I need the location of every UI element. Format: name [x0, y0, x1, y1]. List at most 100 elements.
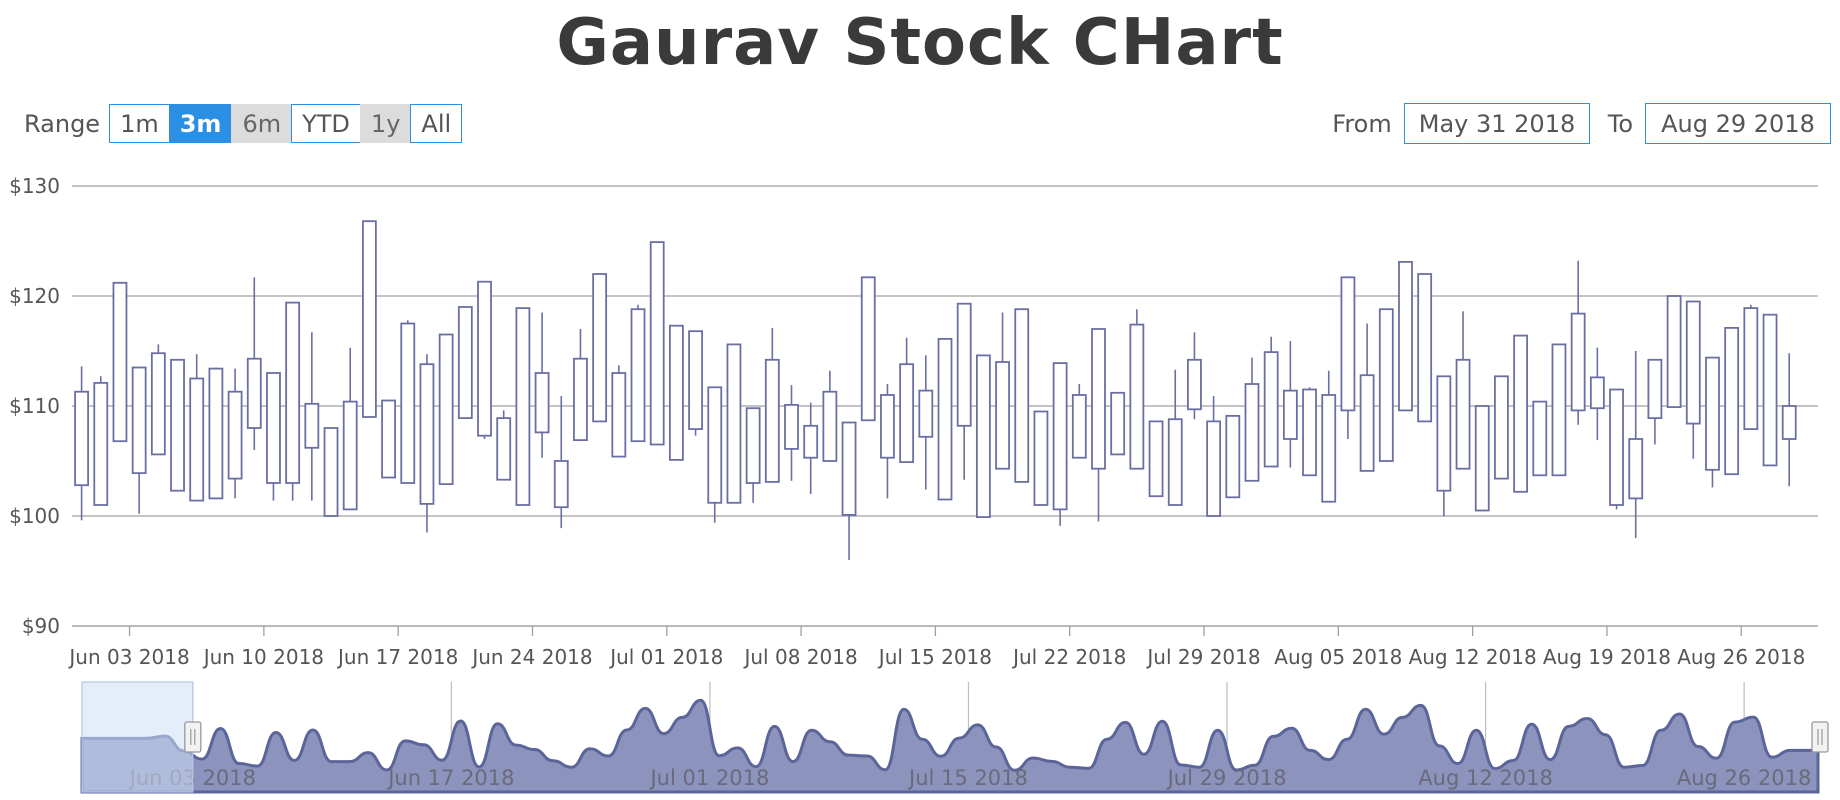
from-date-input[interactable]	[1403, 103, 1590, 144]
candle-body	[649, 241, 665, 446]
range-button-3m[interactable]: 3m	[168, 104, 233, 143]
range-button-all[interactable]: All	[410, 104, 463, 143]
candle	[1628, 351, 1644, 538]
candle	[1417, 273, 1433, 423]
candle-body	[208, 367, 224, 500]
candle-body	[496, 417, 512, 481]
range-button-ytd[interactable]: YTD	[291, 104, 361, 143]
candle-body	[1129, 323, 1145, 470]
candle	[1110, 391, 1126, 456]
navigator-tick-label: Jul 29 2018	[1166, 766, 1287, 790]
candle	[361, 220, 377, 418]
chart-title: Gaurav Stock CHart	[556, 6, 1284, 80]
candle-body	[688, 330, 703, 431]
candle-body	[170, 358, 185, 492]
candle	[1282, 341, 1298, 468]
candle-body	[342, 400, 358, 511]
candle-body	[1340, 276, 1356, 412]
candle-body	[1724, 326, 1740, 476]
candle	[1014, 308, 1030, 483]
candle-body	[438, 333, 454, 486]
candle	[899, 337, 915, 464]
candle-body	[266, 372, 281, 484]
candle	[1071, 384, 1087, 459]
candle-body	[1282, 389, 1298, 440]
candle-body	[1398, 260, 1413, 412]
candlestick-series	[74, 220, 1797, 560]
candle-body	[1570, 312, 1586, 412]
candle	[477, 280, 492, 439]
candle	[208, 367, 224, 500]
y-tick-label: $90	[22, 614, 60, 638]
candle-body	[937, 337, 953, 501]
candle	[880, 384, 895, 499]
navigator-handle-right[interactable]	[1811, 721, 1829, 753]
handle-body	[184, 721, 202, 753]
candle	[496, 410, 512, 481]
candle	[515, 307, 531, 506]
candle-body	[1455, 358, 1471, 470]
candle-body	[1436, 375, 1452, 492]
x-tick-label: Jul 22 2018	[1011, 645, 1126, 669]
candle-body	[1110, 391, 1126, 456]
candle-body	[956, 302, 972, 427]
candle	[1532, 400, 1548, 477]
x-tick-label: Aug 26 2018	[1677, 645, 1805, 669]
candle	[1724, 326, 1740, 476]
x-tick-label: Jul 08 2018	[742, 645, 857, 669]
candle	[1091, 328, 1106, 522]
candle	[170, 358, 185, 492]
x-tick-label: Jul 15 2018	[877, 645, 992, 669]
candle	[1052, 362, 1068, 526]
candle-body	[189, 377, 205, 502]
to-date-input[interactable]	[1645, 103, 1831, 144]
candle	[1494, 375, 1509, 480]
candle	[1263, 336, 1279, 468]
range-button-6m[interactable]: 6m	[231, 104, 293, 143]
navigator-tick-label: Jun 17 2018	[386, 766, 514, 790]
candle-body	[150, 352, 166, 456]
candle	[1513, 334, 1529, 493]
candle-body	[1551, 343, 1567, 477]
candle-body	[995, 361, 1010, 470]
to-label: To	[1607, 109, 1633, 138]
candle	[266, 372, 281, 501]
candle	[975, 354, 991, 518]
candle	[822, 370, 838, 462]
candle-body	[1705, 356, 1720, 471]
candle-body	[1628, 438, 1644, 500]
candle-body	[515, 307, 531, 506]
candle	[841, 421, 857, 560]
candle-body	[573, 357, 588, 442]
candle-body	[668, 324, 684, 461]
navigator-area	[80, 698, 1820, 794]
candle	[764, 327, 780, 483]
candle	[630, 304, 646, 443]
candle	[592, 273, 608, 423]
handle-body	[1811, 721, 1829, 753]
candle	[956, 302, 972, 480]
candle-body	[1378, 308, 1394, 462]
candle	[1666, 295, 1682, 408]
candle	[381, 399, 396, 479]
candle-body	[822, 390, 838, 462]
y-tick-label: $110	[9, 394, 60, 418]
candle-body	[975, 354, 991, 518]
candle	[726, 343, 742, 504]
candle	[1321, 370, 1337, 503]
candle-body	[1187, 358, 1202, 411]
candle	[668, 324, 684, 461]
candle	[1148, 420, 1164, 498]
candle	[918, 355, 934, 490]
candle	[285, 301, 301, 501]
candle	[1167, 369, 1183, 506]
candle	[1359, 323, 1375, 472]
candle	[227, 368, 243, 499]
navigator-selection	[81, 681, 194, 793]
candle	[745, 407, 761, 503]
navigator-handle-left[interactable]	[184, 721, 202, 753]
candle	[1685, 300, 1701, 459]
candle-body	[1359, 374, 1375, 472]
range-button-1m[interactable]: 1m	[109, 104, 170, 143]
